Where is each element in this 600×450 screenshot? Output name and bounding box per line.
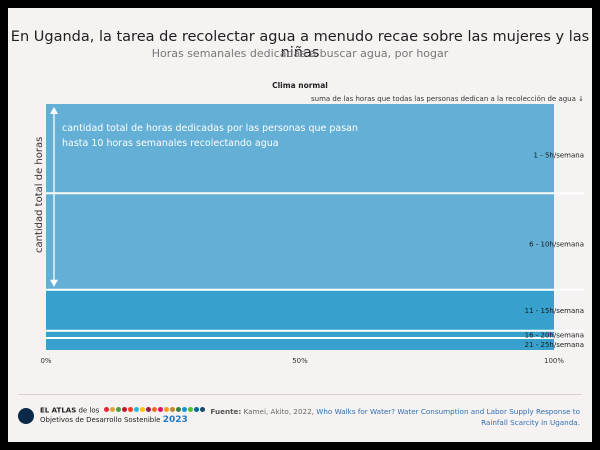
source-authors: Kamei, Akito, 2022,	[241, 407, 317, 416]
brand-name: EL ATLAS	[40, 406, 77, 415]
bar-segment	[46, 289, 554, 331]
x-tick-label: 0%	[40, 357, 51, 365]
sdg-dot	[103, 407, 109, 412]
chart-title: En Uganda, la tarea de recolectar agua a…	[10, 29, 590, 61]
annotation-line-2: hasta 10 horas semanales recolectando ag…	[62, 138, 279, 149]
bar-segment	[46, 337, 554, 350]
sdg-dot	[163, 407, 169, 412]
source-note: Fuente: Kamei, Akito, 2022, Who Walks fo…	[200, 406, 580, 428]
segment-label: 6 - 10h/semana	[529, 240, 584, 248]
footer-divider	[18, 394, 582, 395]
source-label: Fuente:	[210, 407, 242, 416]
sdg-dot	[175, 407, 181, 412]
atlas-brand: EL ATLAS de los Objetivos de Desarrollo …	[40, 406, 206, 425]
sdg-dot	[169, 407, 175, 412]
chart-canvas: En Uganda, la tarea de recolectar agua a…	[8, 8, 592, 442]
sdg-dot	[133, 407, 139, 412]
segment-label: 11 - 15h/semana	[525, 307, 584, 315]
sdg-dot	[115, 407, 121, 412]
arrow-up-icon	[50, 107, 58, 114]
sdg-dot	[145, 407, 151, 412]
sdg-dot	[121, 407, 127, 412]
segment-label: 1 - 5h/semana	[534, 152, 584, 160]
scenario-label: Clima normal	[272, 81, 328, 90]
segment-label: 16 - 20h/semana	[525, 331, 584, 339]
sdg-dot	[151, 407, 157, 412]
x-tick-label: 100%	[544, 357, 564, 365]
annotation-line-1: cantidad total de horas dedicadas por la…	[62, 123, 358, 134]
sdg-color-dots	[103, 406, 206, 415]
brand-connector: de los	[76, 406, 100, 415]
bar-segment	[46, 193, 554, 290]
stacked-bar-chart: Clima normal suma de las horas que todas …	[34, 81, 584, 365]
sdg-dot	[139, 407, 145, 412]
bar-segment	[46, 330, 554, 338]
chart-subtitle: Horas semanales dedicadas a buscar agua,…	[151, 47, 449, 60]
sdg-dot	[187, 407, 193, 412]
top-note: suma de las horas que todas las personas…	[311, 95, 584, 103]
brand-year: 2023	[162, 414, 188, 425]
sdg-dot	[157, 407, 163, 412]
sdg-dot	[127, 407, 133, 412]
world-bank-globe-icon	[18, 408, 34, 424]
sdg-dot	[109, 407, 115, 412]
x-tick-label: 50%	[292, 357, 308, 365]
arrow-down-icon	[50, 279, 58, 287]
brand-subtitle: Objetivos de Desarrollo Sostenible	[40, 415, 161, 424]
bar-segment	[46, 104, 554, 194]
sdg-dot	[193, 407, 199, 412]
sdg-dot	[181, 407, 187, 412]
y-axis-label: cantidad total de horas	[34, 137, 45, 253]
source-link[interactable]: Who Walks for Water? Water Consumption a…	[316, 407, 580, 427]
sdg-dot	[199, 407, 205, 412]
segment-label: 21 - 25h/semana	[525, 341, 584, 349]
